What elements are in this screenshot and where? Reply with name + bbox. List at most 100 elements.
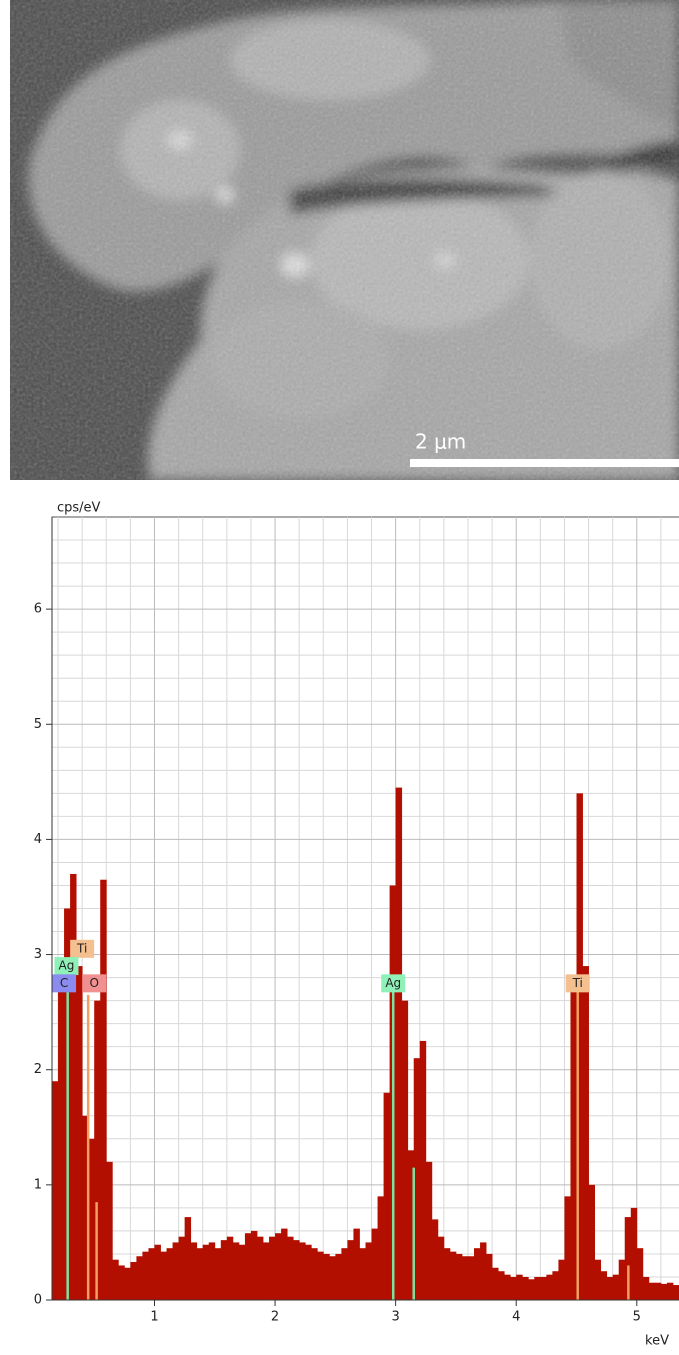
spectrum-bar [661,1284,667,1300]
spectrum-bar [335,1254,341,1300]
spectrum-bar [510,1277,516,1300]
spectrum-bar [450,1252,456,1300]
spectrum-bar [154,1245,160,1300]
texture [10,0,679,480]
spectrum-bar [275,1233,281,1300]
spectrum-bar [136,1256,142,1300]
spectrum-bar [583,966,589,1300]
spectrum-bar [372,1229,378,1300]
spectrum-bar [52,1081,58,1300]
y-tick-label: 4 [34,832,42,847]
spectrum-bar [504,1275,510,1300]
y-tick-label: 5 [34,717,42,732]
spectrum-bar [595,1260,601,1300]
spectrum-bar [76,966,82,1300]
spectrum-bar [148,1248,154,1300]
spectrum-bar [161,1252,167,1300]
spectrum-bar [402,1001,408,1300]
spectrum-bar [70,874,76,1300]
spectrum-bar [299,1242,305,1300]
x-axis-label: keV [645,1334,669,1349]
spectrum-bar [305,1245,311,1300]
spectrum-bar [516,1275,522,1300]
spectrum-bar [167,1248,173,1300]
spectrum-bar [420,1041,426,1300]
spectrum-bar [570,978,576,1300]
x-tick-label: 4 [512,1310,520,1325]
spectrum-bar [498,1271,504,1300]
spectrum-bar [124,1268,130,1300]
spectrum-bar [558,1260,564,1300]
y-tick-label: 3 [34,947,42,962]
spectrum-bar [257,1237,263,1300]
spectrum-bar [649,1283,655,1300]
element-label: C [60,976,68,990]
micrograph: 2 μm [10,0,679,480]
spectrum-bar [317,1252,323,1300]
spectrum-bar [540,1277,546,1300]
figure: 2 μm 012345612345cps/eVkeVTiAgCOAgTi [0,0,679,1351]
spectrum-bar [263,1242,269,1300]
y-tick-label: 0 [34,1293,42,1308]
spectrum-bar [480,1242,486,1300]
element-label: Ag [59,959,75,973]
spectrum-bar [601,1271,607,1300]
spectrum-bar [396,788,402,1300]
spectrum-bar [215,1248,221,1300]
spectrum-bar [426,1162,432,1300]
spectrum-bar [341,1248,347,1300]
spectrum-bar [142,1252,148,1300]
spectrum-bar [667,1283,673,1300]
spectrum-bar [359,1248,365,1300]
spectrum-bar [444,1248,450,1300]
spectrum-bar [112,1260,118,1300]
spectrum-bar [100,880,106,1300]
spectrum-bar [106,1162,112,1300]
x-tick-label: 3 [392,1310,400,1325]
x-tick-label: 2 [271,1310,279,1325]
spectrum-bar [293,1240,299,1300]
spectrum-bar [227,1237,233,1300]
spectrum-bar [251,1231,257,1300]
spectrum-bar [564,1196,570,1300]
spectrum-bar [673,1285,679,1300]
spectrum-bar [239,1245,245,1300]
spectrum-bar [486,1254,492,1300]
y-axis-label: cps/eV [57,501,101,516]
spectrum-bar [329,1256,335,1300]
spectrum-bar [233,1242,239,1300]
spectrum-bar [643,1277,649,1300]
spectrum-bar [432,1219,438,1300]
spectrum-bar [613,1275,619,1300]
spectrum-bar [221,1240,227,1300]
spectrum-bar [185,1217,191,1300]
spectrum-bar [323,1254,329,1300]
element-label: O [89,976,98,990]
spectrum-bar [619,1260,625,1300]
spectrum-bar [269,1237,275,1300]
spectrum-bar [492,1268,498,1300]
spectrum-bar [546,1275,552,1300]
spectrum-bar [384,1093,390,1300]
spectrum-bar [438,1237,444,1300]
scale-bar-label: 2 μm [415,430,466,454]
spectrum-bar [655,1283,661,1300]
spectrum-bar [468,1256,474,1300]
spectrum-bar [245,1233,251,1300]
spectrum-bar [528,1279,534,1300]
spectrum-bar [197,1248,203,1300]
element-label: Ag [385,976,401,990]
scale-bar [410,459,679,467]
spectrum-bar [534,1277,540,1300]
spectrum-bar [456,1254,462,1300]
y-tick-label: 2 [34,1062,42,1077]
spectrum-bar [589,1185,595,1300]
spectrum-bar [347,1240,353,1300]
spectrum-bar [191,1242,197,1300]
element-label: Ti [572,976,583,990]
spectrum-bar [353,1229,359,1300]
y-tick-label: 1 [34,1177,42,1192]
x-tick-label: 5 [633,1310,641,1325]
spectrum-bar [58,966,64,1300]
spectrum-bar [366,1242,372,1300]
